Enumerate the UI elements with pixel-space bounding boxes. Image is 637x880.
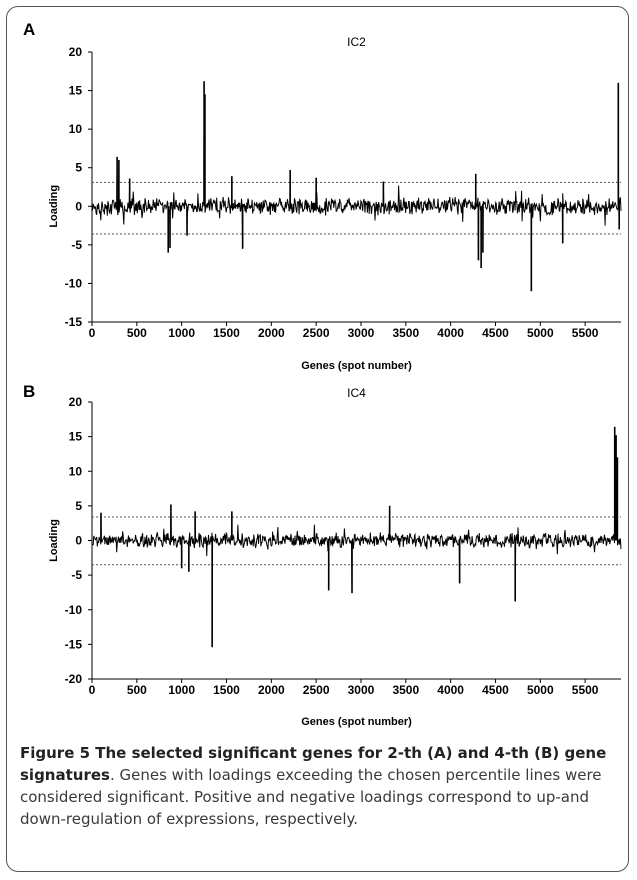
panel-a-letter: A (23, 20, 36, 39)
chart-ic2: IC2 20 15 10 5 0 -5 -10 -15 0 500 1000 1500 2000 2500 3… (48, 35, 622, 372)
loading-series-line (91, 426, 622, 648)
figure-caption: Figure 5 The selected significant genes … (20, 742, 622, 830)
loading-series-line (91, 81, 622, 292)
y-tick-label: 15 (69, 430, 83, 444)
x-tick-label: 5000 (527, 326, 554, 340)
panel-b-letter: B (23, 382, 36, 401)
y-tick-label: 10 (69, 464, 83, 478)
x-tick-label: 5500 (572, 326, 599, 340)
y-tick-label: 20 (69, 45, 83, 59)
y-tick-label: 10 (69, 122, 83, 136)
y-tick-label: 5 (75, 499, 82, 513)
x-tick-label: 3000 (348, 326, 375, 340)
x-axis-label: Genes (spot number) (301, 360, 412, 372)
x-tick-label: 3500 (392, 326, 419, 340)
caption-title: Figure 5 The selected significant genes … (20, 744, 607, 784)
x-tick-label: 1000 (168, 683, 195, 697)
y-axis-label: Loading (48, 185, 60, 228)
x-tick-label: 2000 (258, 683, 285, 697)
x-tick-label: 4000 (437, 683, 464, 697)
chart-title: IC4 (347, 386, 366, 400)
y-tick-label: -5 (71, 238, 82, 252)
chart-ic4: IC4 20 15 10 5 0 -5 -10 -15 -20 0 500 1000 1500 2000 25… (48, 386, 622, 728)
y-tick-label: 0 (75, 199, 82, 213)
x-tick-label: 2500 (303, 683, 330, 697)
x-axis-label: Genes (spot number) (301, 716, 412, 728)
x-tick-label: 0 (89, 326, 96, 340)
x-tick-label: 5000 (527, 683, 554, 697)
figure-frame (6, 6, 629, 872)
y-tick-label: -15 (65, 637, 83, 651)
x-tick-label: 4000 (437, 326, 464, 340)
y-tick-label: -10 (65, 276, 83, 290)
y-tick-label: -5 (71, 568, 82, 582)
x-tick-label: 3500 (392, 683, 419, 697)
x-tick-label: 500 (127, 326, 147, 340)
caption-body: . Genes with loadings exceeding the chos… (20, 766, 602, 828)
x-tick-label: 2500 (303, 326, 330, 340)
y-axis-label: Loading (48, 519, 60, 562)
y-tick-label: 5 (75, 161, 82, 175)
x-tick-label: 1000 (168, 326, 195, 340)
x-tick-label: 0 (89, 683, 96, 697)
chart-title: IC2 (347, 35, 366, 49)
y-tick-label: 20 (69, 395, 83, 409)
x-tick-label: 3000 (348, 683, 375, 697)
x-tick-label: 1500 (213, 326, 240, 340)
x-tick-label: 4500 (482, 326, 509, 340)
x-tick-label: 4500 (482, 683, 509, 697)
x-tick-label: 5500 (572, 683, 599, 697)
x-tick-label: 1500 (213, 683, 240, 697)
y-tick-label: 15 (69, 84, 83, 98)
y-tick-label: -10 (65, 603, 83, 617)
x-tick-label: 2000 (258, 326, 285, 340)
y-tick-label: 0 (75, 534, 82, 548)
x-tick-label: 500 (127, 683, 147, 697)
y-tick-label: -20 (65, 672, 83, 686)
y-tick-label: -15 (65, 315, 83, 329)
